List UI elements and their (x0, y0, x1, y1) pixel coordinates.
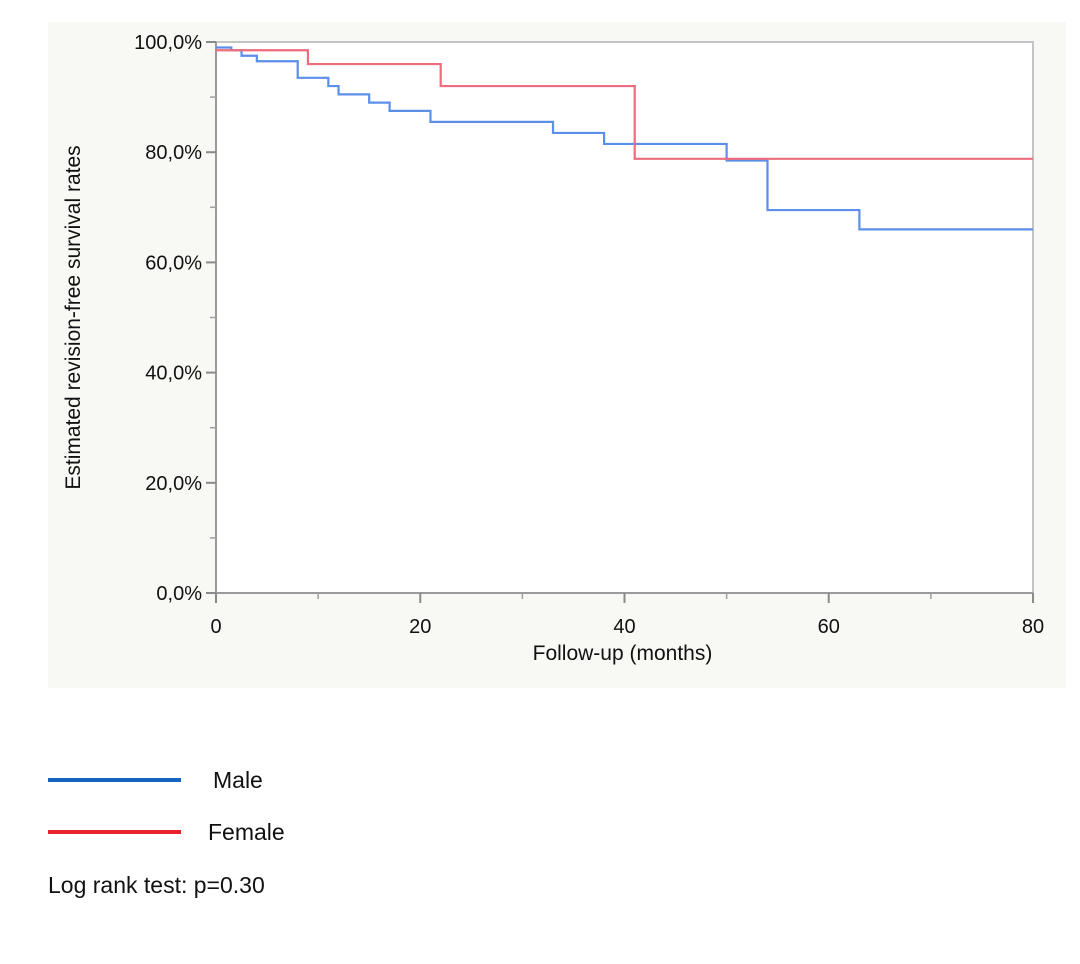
legend-line-female (48, 830, 181, 834)
series-female-line (216, 49, 1033, 160)
x-axis-title: Follow-up (months) (533, 642, 713, 665)
series-male-line (216, 46, 1033, 231)
x-tick-label: 80 (1022, 616, 1044, 638)
y-tick-label: 20,0% (145, 473, 202, 495)
x-tick-label: 0 (210, 616, 221, 638)
y-tick-label: 100,0% (134, 32, 202, 54)
y-tick-label: 60,0% (145, 252, 202, 274)
log-rank-note: Log rank test: p=0.30 (48, 872, 265, 898)
legend-label-female: Female (208, 819, 285, 845)
series-layer (216, 46, 1033, 231)
y-axis-title: Estimated revision-free survival rates (62, 145, 85, 489)
plot-area (216, 42, 1033, 593)
y-tick-label: 80,0% (145, 142, 202, 164)
legend-line-male (48, 778, 181, 782)
x-tick-label: 60 (818, 616, 840, 638)
axes (206, 41, 1034, 603)
labels-layer: 0,0% 20,0% 40,0% 60,0% 80,0% 100,0% 0 20 40 60 80 F… (62, 32, 1044, 665)
x-tick-label: 40 (613, 616, 635, 638)
y-tick-label: 40,0% (145, 363, 202, 385)
chart-panel: 0,0% 20,0% 40,0% 60,0% 80,0% 100,0% 0 20 40 60 80 F… (48, 22, 1066, 688)
survival-chart: 0,0% 20,0% 40,0% 60,0% 80,0% 100,0% 0 20 40 60 80 F… (62, 32, 1044, 665)
legend-label-male: Male (213, 767, 263, 793)
y-tick-label: 0,0% (156, 583, 202, 605)
x-tick-label: 20 (409, 616, 431, 638)
